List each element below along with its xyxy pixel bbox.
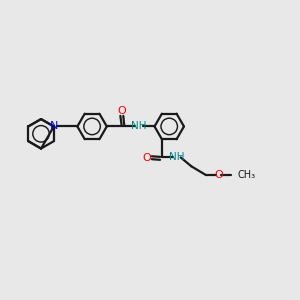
Text: O: O — [143, 153, 152, 163]
Text: NH: NH — [169, 152, 184, 162]
Text: O: O — [117, 106, 126, 116]
Text: CH₃: CH₃ — [238, 170, 256, 180]
Text: N: N — [50, 122, 58, 131]
Text: O: O — [214, 170, 223, 180]
Text: NH: NH — [131, 122, 147, 131]
